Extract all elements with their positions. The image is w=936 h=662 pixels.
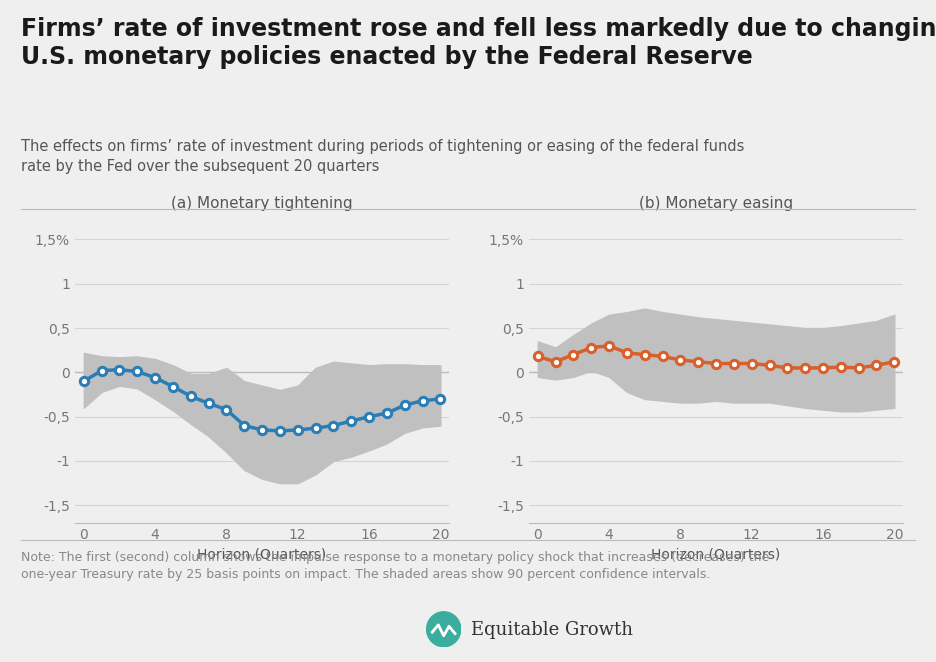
Text: The effects on firms’ rate of investment during periods of tightening or easing : The effects on firms’ rate of investment… <box>21 139 744 174</box>
Title: (a) Monetary tightening: (a) Monetary tightening <box>171 196 353 211</box>
X-axis label: Horizon (Quarters): Horizon (Quarters) <box>651 547 781 561</box>
Title: (b) Monetary easing: (b) Monetary easing <box>639 196 793 211</box>
Text: Firms’ rate of investment rose and fell less markedly due to changing
U.S. monet: Firms’ rate of investment rose and fell … <box>21 17 936 70</box>
Circle shape <box>427 612 461 647</box>
Text: Note: The first (second) column shows the impulse response to a monetary policy : Note: The first (second) column shows th… <box>21 551 768 581</box>
X-axis label: Horizon (Quarters): Horizon (Quarters) <box>197 547 327 561</box>
Text: Equitable Growth: Equitable Growth <box>471 621 633 639</box>
